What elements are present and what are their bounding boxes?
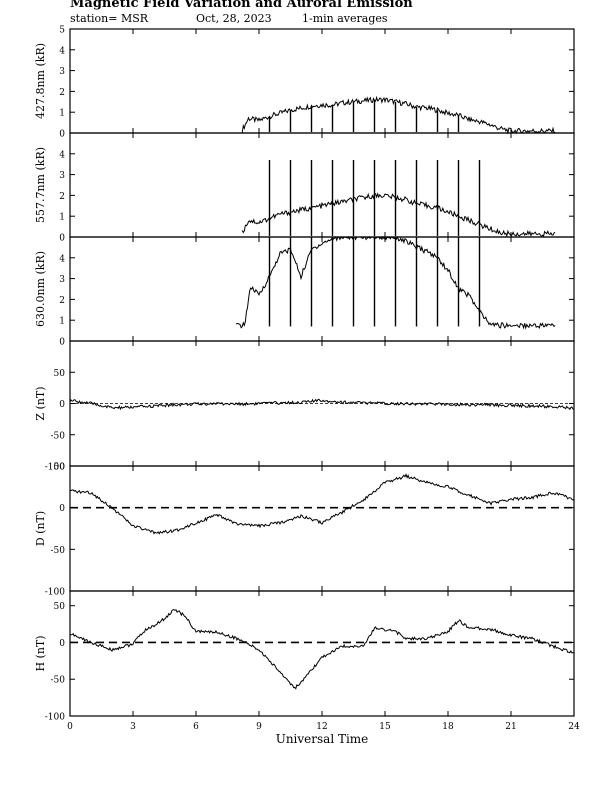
x-tick-label: 15 — [379, 722, 391, 732]
y-tick-label: 0 — [59, 338, 65, 348]
y-axis-label: H (nT) — [34, 635, 47, 671]
y-tick-label: -100 — [45, 713, 65, 723]
panel-frame — [69, 132, 575, 238]
x-tick-label: 3 — [130, 722, 136, 732]
y-tick-label: 5 — [59, 26, 65, 36]
y-tick-label: 3 — [59, 275, 65, 285]
series-line — [241, 192, 556, 238]
x-axis-label: Universal Time — [276, 732, 369, 746]
y-tick-label: 0 — [59, 504, 65, 514]
y-tick-label: 1 — [59, 109, 65, 119]
y-tick-label: 4 — [59, 46, 65, 56]
y-tick-label: 0 — [59, 130, 65, 140]
y-tick-label: 0 — [59, 639, 65, 649]
y-tick-label: -50 — [51, 676, 66, 686]
series-line — [69, 473, 575, 535]
y-tick-label: 50 — [54, 602, 66, 612]
y-tick-label: 1 — [59, 213, 65, 223]
series-line — [69, 609, 574, 690]
y-tick-label: 50 — [54, 369, 66, 379]
series-line — [241, 95, 556, 135]
x-tick-label: 21 — [505, 722, 516, 732]
y-tick-label: 2 — [59, 192, 65, 202]
y-tick-label: 2 — [59, 88, 65, 98]
y-tick-label: 3 — [59, 67, 65, 77]
averaging-label: 1-min averages — [302, 12, 388, 25]
y-axis-label: D (nT) — [34, 511, 47, 546]
y-tick-label: 2 — [59, 296, 65, 306]
date-label: Oct, 28, 2023 — [196, 12, 272, 25]
y-tick-label: 4 — [59, 254, 65, 264]
y-tick-label: 0 — [59, 234, 65, 244]
y-tick-label: 4 — [59, 150, 65, 160]
y-tick-label: 3 — [59, 171, 65, 181]
y-axis-label: 557.7nm (kR) — [34, 147, 47, 223]
station-label: station= MSR — [70, 12, 149, 25]
y-tick-label: 1 — [59, 317, 65, 327]
panel-frame — [69, 590, 575, 717]
y-axis-label: Z (nT) — [34, 386, 47, 420]
x-tick-label: 12 — [316, 722, 327, 732]
y-tick-label: -100 — [45, 463, 65, 473]
y-tick-label: -100 — [45, 588, 65, 598]
x-tick-label: 18 — [442, 722, 454, 732]
y-tick-label: -50 — [51, 431, 66, 441]
y-axis-label: 427.8nm (kR) — [34, 43, 47, 119]
y-tick-label: -50 — [51, 546, 66, 556]
y-tick-label: 0 — [59, 400, 65, 410]
y-axis-label: 630.0nm (kR) — [34, 251, 47, 327]
chart-title: Magnetic Field Variation and Auroral Emi… — [70, 0, 413, 11]
series-line — [69, 398, 575, 411]
x-tick-label: 24 — [568, 722, 580, 732]
x-tick-label: 0 — [67, 722, 73, 732]
x-tick-label: 9 — [256, 722, 262, 732]
x-tick-label: 6 — [193, 722, 199, 732]
panel-frame — [69, 28, 575, 134]
y-tick-label: 50 — [54, 463, 66, 473]
